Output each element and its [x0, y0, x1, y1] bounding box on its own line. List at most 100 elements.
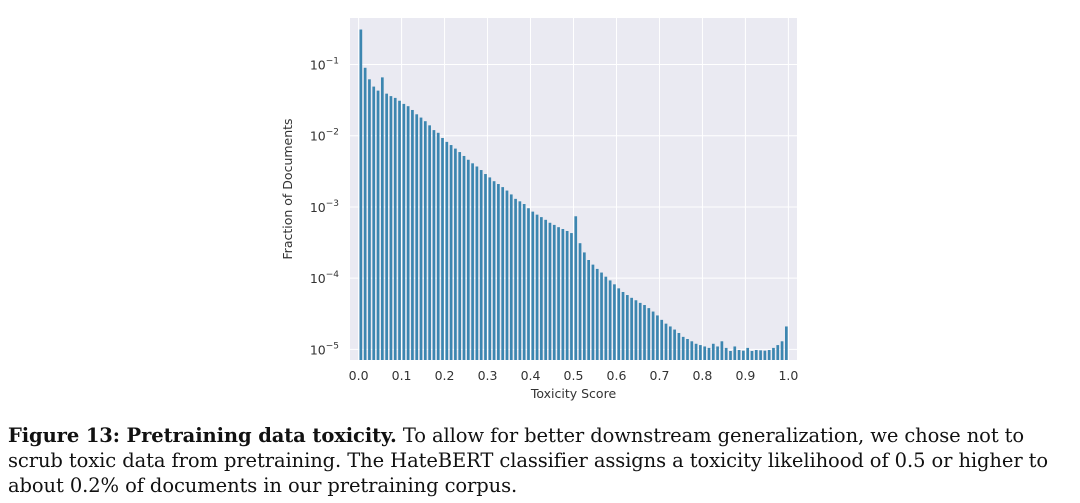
histogram-bar [772, 347, 775, 360]
grid-lines [350, 18, 797, 360]
histogram-bar [518, 201, 522, 360]
x-tick-label: 0.6 [607, 368, 627, 383]
y-tick-label: 10−1 [310, 57, 339, 73]
histogram-bar [780, 341, 784, 360]
histogram-bar [707, 347, 711, 360]
histogram-bar [492, 181, 496, 360]
figure-caption: Figure 13: Pretraining data toxicity. To… [8, 423, 1078, 498]
histogram-bar [763, 350, 767, 360]
histogram-bar [690, 341, 694, 360]
histogram-bar [729, 350, 732, 360]
histogram-bar [415, 114, 419, 360]
histogram-bar [419, 117, 423, 361]
histogram-bar [733, 346, 737, 360]
figure-caption-label: Figure 13: Pretraining data toxicity. [8, 424, 397, 447]
histogram-bar [552, 224, 556, 360]
histogram-bar [686, 338, 689, 360]
histogram-bar [527, 208, 530, 360]
x-tick-label: 0.2 [435, 368, 455, 383]
histogram-bar [475, 166, 479, 360]
histogram-bar [617, 288, 621, 360]
histogram-bar [742, 350, 745, 360]
histogram-bar [694, 343, 698, 360]
histogram-bar [458, 152, 462, 360]
histogram-bar [647, 308, 651, 360]
histogram-bar [776, 345, 780, 360]
y-tick-label: 10−4 [310, 270, 339, 286]
histogram-bar [759, 350, 762, 360]
histogram-bar [574, 216, 578, 360]
histogram-bar [591, 264, 595, 360]
histogram-bar [380, 77, 384, 361]
histogram-bar [664, 323, 668, 360]
histogram-bar [595, 268, 599, 360]
histogram-bar [432, 130, 436, 360]
histogram-bar [582, 252, 586, 360]
histogram-bar [428, 125, 431, 361]
x-axis-ticks: 0.0 0.1 0.2 0.3 0.4 0.5 0.6 0.7 0.8 0.9 1.0 [349, 368, 799, 383]
histogram-bar [767, 350, 771, 360]
histogram-bar [621, 291, 625, 360]
histogram-bar [514, 198, 517, 360]
histogram-bar [471, 163, 474, 360]
histogram-bar [522, 204, 526, 360]
histogram-bar [544, 219, 548, 360]
histogram-bar [785, 326, 788, 360]
x-tick-label: 0.7 [650, 368, 670, 383]
histogram-bar [402, 103, 406, 360]
histogram-bar [677, 332, 681, 360]
histogram-bar [376, 90, 380, 360]
histogram-bar [423, 121, 427, 360]
histogram-bar [548, 222, 552, 360]
histogram-bar [746, 347, 750, 360]
histogram-bar [634, 300, 638, 360]
histogram-bar [565, 230, 569, 360]
histogram-bar [699, 345, 702, 360]
histogram-bar [368, 79, 371, 360]
histogram-bar [389, 96, 393, 360]
y-tick-label: 10−5 [310, 341, 339, 357]
histogram-bar [651, 311, 655, 360]
histogram-bar [681, 336, 685, 360]
histogram-bar [406, 106, 410, 361]
histogram-bar [625, 295, 629, 360]
histogram-bar [488, 177, 492, 360]
histogram-bar [638, 302, 642, 360]
histogram-bar [754, 350, 758, 360]
histogram-bar [385, 93, 388, 360]
histogram-bar [535, 214, 539, 360]
histogram-bar [587, 260, 590, 360]
histogram-bar [608, 280, 612, 360]
histogram-bar [600, 272, 603, 360]
histogram-bar [436, 132, 440, 360]
y-tick-label: 10−3 [310, 199, 339, 215]
histogram-bar [505, 190, 509, 360]
histogram-bar [656, 315, 659, 360]
histogram-bar [454, 148, 457, 360]
histogram-bars [359, 29, 788, 361]
y-axis-label: Fraction of Documents [280, 118, 295, 259]
histogram-bar [724, 347, 728, 360]
histogram-bar [372, 86, 376, 360]
histogram-bar [540, 217, 543, 360]
histogram-bar [604, 276, 608, 360]
histogram-bar [441, 137, 444, 360]
histogram-bar [462, 155, 466, 360]
histogram-bar [561, 229, 565, 360]
figure-caption-text: To allow for better downstream generaliz… [8, 424, 1049, 497]
x-tick-label: 1.0 [778, 368, 798, 383]
x-tick-label: 0.4 [521, 368, 541, 383]
histogram-bar [703, 346, 707, 360]
histogram-bar [720, 341, 724, 360]
x-tick-label: 0.8 [692, 368, 712, 383]
histogram-bar [630, 297, 633, 360]
histogram-bar [449, 145, 453, 360]
histogram-bar [445, 141, 449, 360]
histogram-bar [398, 100, 401, 361]
histogram-bar [716, 346, 719, 360]
histogram-bar [484, 174, 487, 360]
y-tick-label: 10−2 [310, 128, 339, 144]
histogram-bar [711, 343, 715, 360]
x-tick-label: 0.0 [349, 368, 369, 383]
histogram-bar [501, 187, 505, 360]
